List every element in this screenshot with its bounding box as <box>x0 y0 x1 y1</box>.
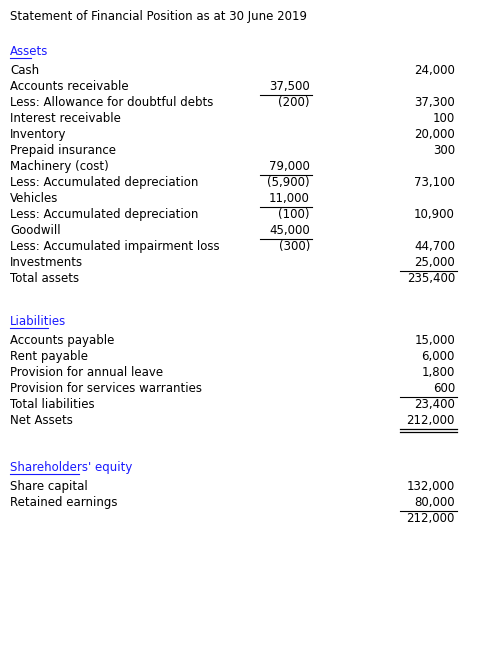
Text: Cash: Cash <box>10 64 39 77</box>
Text: Inventory: Inventory <box>10 128 67 141</box>
Text: Accounts receivable: Accounts receivable <box>10 80 129 93</box>
Text: (100): (100) <box>279 208 310 221</box>
Text: Goodwill: Goodwill <box>10 224 61 237</box>
Text: 212,000: 212,000 <box>407 414 455 427</box>
Text: Rent payable: Rent payable <box>10 350 88 363</box>
Text: Assets: Assets <box>10 45 49 58</box>
Text: 10,900: 10,900 <box>414 208 455 221</box>
Text: Statement of Financial Position as at 30 June 2019: Statement of Financial Position as at 30… <box>10 10 307 23</box>
Text: Shareholders' equity: Shareholders' equity <box>10 461 132 474</box>
Text: Total assets: Total assets <box>10 272 79 285</box>
Text: Share capital: Share capital <box>10 480 88 493</box>
Text: 11,000: 11,000 <box>269 192 310 205</box>
Text: 37,300: 37,300 <box>414 96 455 109</box>
Text: 132,000: 132,000 <box>407 480 455 493</box>
Text: Investments: Investments <box>10 256 83 269</box>
Text: 15,000: 15,000 <box>414 334 455 347</box>
Text: Liabilities: Liabilities <box>10 315 66 328</box>
Text: 6,000: 6,000 <box>422 350 455 363</box>
Text: (300): (300) <box>279 240 310 253</box>
Text: 24,000: 24,000 <box>414 64 455 77</box>
Text: 600: 600 <box>433 382 455 395</box>
Text: Less: Accumulated depreciation: Less: Accumulated depreciation <box>10 176 198 189</box>
Text: Less: Accumulated depreciation: Less: Accumulated depreciation <box>10 208 198 221</box>
Text: 20,000: 20,000 <box>414 128 455 141</box>
Text: 100: 100 <box>433 112 455 125</box>
Text: Total liabilities: Total liabilities <box>10 398 95 411</box>
Text: 235,400: 235,400 <box>407 272 455 285</box>
Text: Provision for annual leave: Provision for annual leave <box>10 366 163 379</box>
Text: 37,500: 37,500 <box>269 80 310 93</box>
Text: 80,000: 80,000 <box>414 496 455 509</box>
Text: Less: Allowance for doubtful debts: Less: Allowance for doubtful debts <box>10 96 213 109</box>
Text: Net Assets: Net Assets <box>10 414 73 427</box>
Text: (5,900): (5,900) <box>268 176 310 189</box>
Text: 44,700: 44,700 <box>414 240 455 253</box>
Text: Machinery (cost): Machinery (cost) <box>10 160 109 173</box>
Text: Retained earnings: Retained earnings <box>10 496 118 509</box>
Text: 25,000: 25,000 <box>414 256 455 269</box>
Text: Less: Accumulated impairment loss: Less: Accumulated impairment loss <box>10 240 219 253</box>
Text: 79,000: 79,000 <box>269 160 310 173</box>
Text: Interest receivable: Interest receivable <box>10 112 121 125</box>
Text: 23,400: 23,400 <box>414 398 455 411</box>
Text: 300: 300 <box>433 144 455 157</box>
Text: 73,100: 73,100 <box>414 176 455 189</box>
Text: Prepaid insurance: Prepaid insurance <box>10 144 116 157</box>
Text: Vehicles: Vehicles <box>10 192 59 205</box>
Text: 1,800: 1,800 <box>422 366 455 379</box>
Text: Provision for services warranties: Provision for services warranties <box>10 382 202 395</box>
Text: Accounts payable: Accounts payable <box>10 334 114 347</box>
Text: 45,000: 45,000 <box>269 224 310 237</box>
Text: (200): (200) <box>279 96 310 109</box>
Text: 212,000: 212,000 <box>407 512 455 525</box>
